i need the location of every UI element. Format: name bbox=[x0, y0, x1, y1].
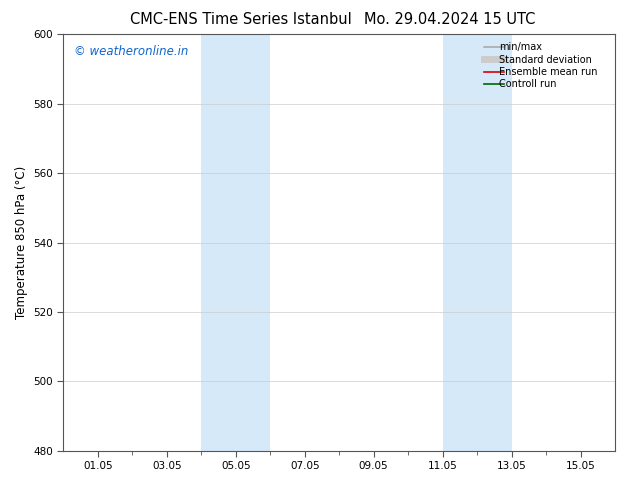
Bar bbox=[443, 34, 512, 451]
Y-axis label: Temperature 850 hPa (°C): Temperature 850 hPa (°C) bbox=[15, 166, 28, 319]
Legend: min/max, Standard deviation, Ensemble mean run, Controll run: min/max, Standard deviation, Ensemble me… bbox=[481, 39, 610, 92]
Bar bbox=[202, 34, 270, 451]
Text: Mo. 29.04.2024 15 UTC: Mo. 29.04.2024 15 UTC bbox=[365, 12, 536, 27]
Text: CMC-ENS Time Series Istanbul: CMC-ENS Time Series Istanbul bbox=[130, 12, 352, 27]
Text: © weatheronline.in: © weatheronline.in bbox=[74, 45, 189, 58]
